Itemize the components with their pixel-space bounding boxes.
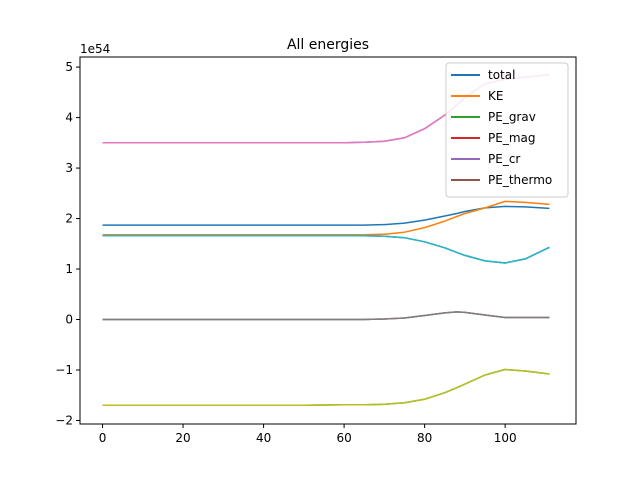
- y-offset-text: 1e54: [80, 42, 110, 56]
- legend-label-ke: KE: [488, 89, 503, 103]
- total-series-line: [102, 205, 550, 226]
- legend-label-pe-cr: PE_cr: [488, 152, 520, 166]
- ticks-layer: 0 20 40 60 80 100 −2 −1 0 1 2 3 4 5: [55, 60, 516, 445]
- plot-frame: [79, 56, 577, 425]
- y-tick-label: 1: [65, 262, 73, 276]
- legend-label-pe-thermo: PE_thermo: [488, 173, 552, 187]
- x-tick-label: 100: [494, 431, 517, 445]
- y-tick-label: 2: [65, 212, 73, 226]
- pe-thermo-series-line: [102, 311, 550, 321]
- y-tick-label: 0: [65, 313, 73, 327]
- ke-series-line: [102, 200, 550, 236]
- overlay-series-line: [102, 234, 550, 264]
- legend-label-total: total: [488, 68, 515, 82]
- pe-grav-series-line: [102, 368, 550, 407]
- legend-label-pe-mag: PE_mag: [488, 131, 535, 145]
- x-tick-label: 20: [175, 431, 190, 445]
- y-tick-label: 5: [65, 60, 73, 74]
- y-tick-label: −1: [55, 363, 73, 377]
- x-tick-label: 0: [99, 431, 107, 445]
- overlay-series-line: [102, 368, 550, 407]
- y-tick-label: −2: [55, 413, 73, 427]
- x-tick-label: 60: [336, 431, 351, 445]
- y-tick-label: 4: [65, 111, 73, 125]
- pe-mag-series-line: [102, 234, 550, 264]
- chart-title: All energies: [287, 37, 369, 53]
- overlay-series-line: [102, 311, 550, 321]
- lines-layer: [102, 73, 550, 407]
- legend: total KE PE_grav PE_mag PE_cr PE_thermo: [445, 62, 569, 198]
- y-tick-label: 3: [65, 161, 73, 175]
- x-tick-label: 80: [417, 431, 432, 445]
- x-tick-label: 40: [256, 431, 271, 445]
- legend-label-pe-grav: PE_grav: [488, 110, 536, 124]
